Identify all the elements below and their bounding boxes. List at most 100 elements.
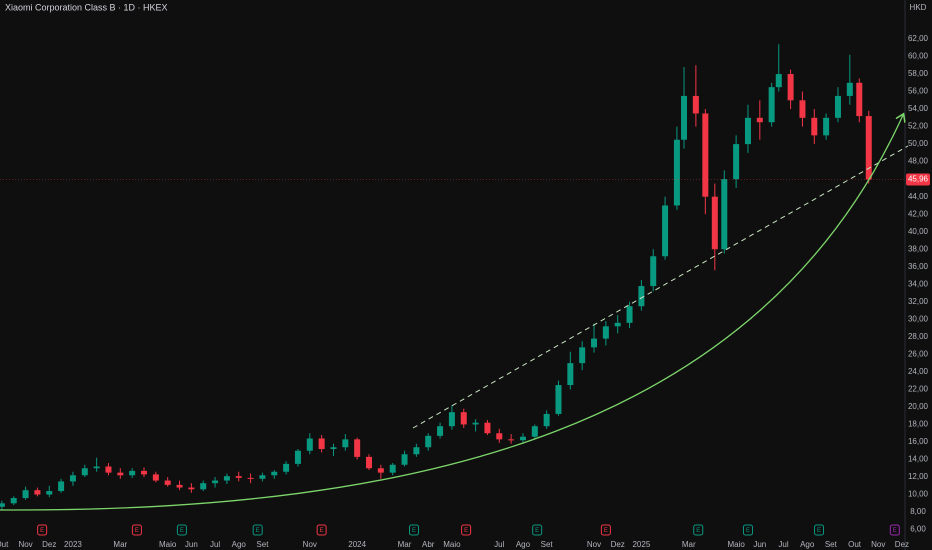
x-tick-label: Nov	[303, 540, 317, 549]
candle-body	[0, 503, 5, 507]
event-label: E	[817, 528, 821, 534]
candle-body	[531, 426, 538, 437]
candle-body	[164, 480, 171, 485]
candle-body	[472, 422, 479, 425]
candle-body	[306, 438, 313, 451]
candle-body	[129, 470, 136, 476]
x-tick-label: 2025	[632, 540, 650, 549]
candle-body	[519, 436, 526, 441]
x-tick-label: Jul	[494, 540, 504, 549]
candle-body	[650, 256, 657, 287]
candle-body	[702, 113, 709, 197]
x-tick-label: Ago	[516, 540, 531, 549]
y-tick-label: 16,00	[908, 437, 929, 446]
candle-body	[141, 470, 148, 475]
event-marker	[693, 524, 704, 536]
y-tick-label: 42,00	[908, 209, 929, 218]
candle-body	[425, 435, 432, 448]
candle-body	[865, 116, 872, 180]
candle-body	[543, 413, 550, 427]
event-label: E	[535, 528, 539, 534]
candle-body	[756, 117, 763, 123]
event-label: E	[40, 528, 44, 534]
y-tick-label: 10,00	[908, 490, 929, 499]
event-marker	[461, 524, 472, 536]
candle-body	[223, 476, 230, 481]
candle-body	[579, 347, 586, 364]
x-tick-label: Abr	[422, 540, 435, 549]
candle-body	[662, 205, 669, 257]
y-tick-label: 26,00	[908, 349, 929, 358]
x-tick-label: Ago	[800, 540, 815, 549]
x-tick-label: Jul	[778, 540, 788, 549]
y-tick-label: 6,00	[910, 525, 926, 534]
candle-body	[152, 474, 159, 481]
x-tick-label: Maio	[159, 540, 177, 549]
candle-body	[638, 286, 645, 307]
candle-body	[437, 426, 444, 436]
x-tick-label: Maio	[443, 540, 461, 549]
y-tick-label: 52,00	[908, 122, 929, 131]
candles	[0, 44, 872, 511]
y-tick-label: 20,00	[908, 402, 929, 411]
candle-body	[247, 477, 254, 479]
candle-body	[692, 95, 699, 114]
x-tick-label: Maio	[727, 540, 745, 549]
x-tick-label: Dez	[42, 540, 56, 549]
x-tick-label: 2023	[64, 540, 82, 549]
candle-body	[413, 447, 420, 455]
y-tick-label: 24,00	[908, 367, 929, 376]
event-label: E	[464, 528, 468, 534]
event-marker	[409, 524, 420, 536]
x-tick-label: Set	[256, 540, 269, 549]
last-price-box	[906, 173, 930, 186]
chart-title: Xiaomi Corporation Class B · 1D · HKEX	[5, 2, 168, 12]
candle-body	[188, 487, 195, 490]
candle-body	[602, 326, 609, 339]
x-tick-label: Jul	[210, 540, 220, 549]
y-tick-label: 44,00	[908, 192, 929, 201]
event-marker	[176, 524, 187, 536]
candle-body	[508, 439, 515, 441]
candle-body	[69, 475, 76, 482]
event-label: E	[696, 528, 700, 534]
candle-body	[448, 412, 455, 427]
candle-body	[591, 338, 598, 348]
candle-body	[856, 82, 863, 117]
y-tick-label: 18,00	[908, 420, 929, 429]
candle-body	[10, 498, 17, 504]
x-tick-label: 2024	[348, 540, 366, 549]
candle-body	[46, 491, 53, 495]
x-tick-label: Nov	[871, 540, 885, 549]
event-label: E	[746, 528, 750, 534]
event-marker	[889, 524, 900, 536]
y-tick-label: 50,00	[908, 139, 929, 148]
candle-body	[733, 144, 740, 180]
event-marker	[37, 524, 48, 536]
candle-body	[811, 117, 818, 136]
candle-body	[377, 468, 384, 473]
candle-body	[294, 450, 301, 464]
y-tick-label: 30,00	[908, 314, 929, 323]
candle-body	[212, 480, 219, 484]
candle-body	[614, 322, 621, 327]
x-tick-label: Set	[825, 540, 838, 549]
candle-body	[117, 472, 124, 476]
candle-body	[200, 483, 207, 490]
candle-body	[484, 422, 491, 434]
candle-body	[283, 463, 290, 472]
candle-body	[496, 433, 503, 440]
y-tick-label: 32,00	[908, 297, 929, 306]
event-label: E	[256, 528, 260, 534]
event-marker	[814, 524, 825, 536]
candle-body	[768, 87, 775, 123]
candle-body	[799, 100, 806, 118]
candle-body	[105, 466, 112, 473]
candle-body	[787, 74, 794, 101]
event-marker	[252, 524, 263, 536]
event-label: E	[135, 528, 139, 534]
x-tick-label: Dez	[895, 540, 909, 549]
event-label: E	[893, 528, 897, 534]
